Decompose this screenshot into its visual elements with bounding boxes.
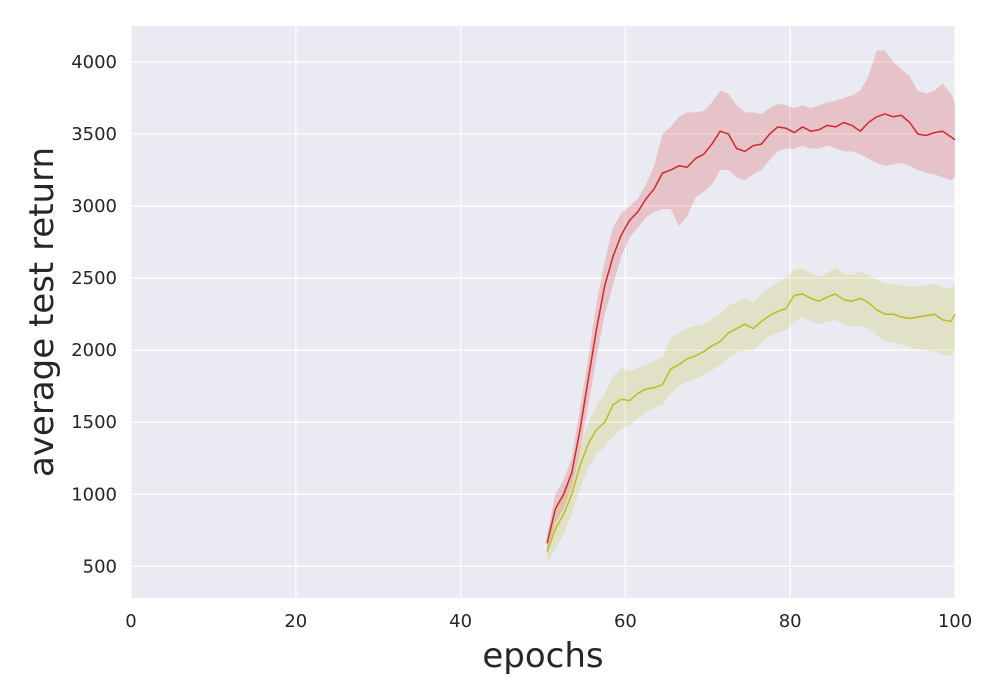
x-tick-label: 100	[938, 611, 972, 632]
confidence-band-0	[547, 50, 955, 552]
plot-area	[131, 26, 955, 598]
series-line-1	[546, 293, 956, 553]
y-axis-label: average test return	[22, 147, 62, 477]
series-lines	[546, 113, 956, 553]
y-tick-label: 1000	[71, 484, 117, 505]
y-tick-label: 1500	[71, 412, 117, 433]
grid	[130, 26, 956, 598]
y-tick-label: 4000	[71, 52, 117, 73]
x-tick-label: 80	[779, 611, 802, 632]
x-axis-ticks: 0 20 40 60 80 100	[125, 611, 972, 632]
series-line-0	[546, 113, 956, 544]
y-tick-label: 500	[83, 556, 117, 577]
y-axis-ticks: 500 1000 1500 2000 2500 3000 3500 4000	[71, 52, 117, 577]
x-tick-label: 40	[449, 611, 472, 632]
x-axis-label: epochs	[482, 636, 603, 676]
y-tick-label: 2500	[71, 268, 117, 289]
y-tick-label: 3000	[71, 196, 117, 217]
y-tick-label: 2000	[71, 340, 117, 361]
y-tick-label: 3500	[71, 124, 117, 145]
x-tick-label: 20	[284, 611, 307, 632]
x-tick-label: 0	[125, 611, 136, 632]
x-tick-label: 60	[614, 611, 637, 632]
